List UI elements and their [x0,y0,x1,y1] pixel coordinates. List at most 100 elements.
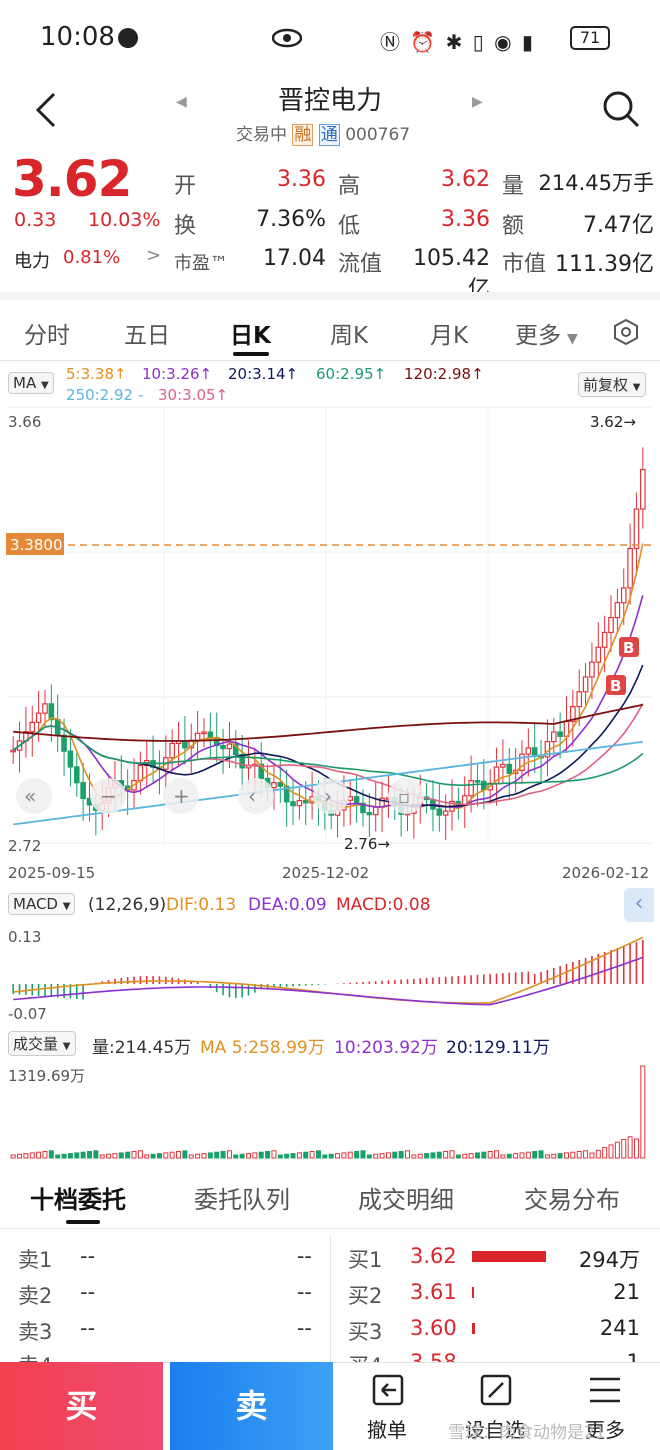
volume-bar [163,1152,169,1159]
tab-weekly-k[interactable]: 周K [330,323,369,349]
buy-signal-marker[interactable] [606,675,626,695]
collapse-panel-button[interactable]: ‹ [624,888,654,922]
volume-bar [341,1152,347,1159]
macd-dif: DIF:0.13 [166,895,237,915]
tab-daily-k[interactable]: 日K [230,323,271,349]
volume-bar [424,1153,430,1159]
sell-button[interactable]: 卖 [170,1362,333,1450]
volume-bar [602,1147,608,1159]
adjust-select[interactable]: 前复权 ▼ [578,372,646,397]
settings-icon[interactable] [612,318,640,346]
buy-signal-marker[interactable] [619,637,639,657]
badge-tong: 通 [318,124,340,146]
zoom-left-button[interactable] [16,778,52,814]
caret-down-icon: ▼ [62,901,71,912]
chevron-right-icon[interactable]: > [146,245,162,266]
ma-indicator-select[interactable]: MA ▼ [8,372,54,394]
candle-body [525,747,532,755]
ma250-value: 250:2.92 - [66,386,144,404]
scroll-left-button[interactable] [238,778,274,814]
vol-value: 214.45万手 [538,171,654,195]
kline-chart[interactable]: 3.3800 3.66 2.72 3.62→ 2.76→ B B « − + ‹… [0,405,660,885]
scroll-right-button[interactable] [313,778,349,814]
volume-bar [290,1153,296,1159]
volume-bar [195,1153,201,1159]
mcap-value: 111.39亿 [555,252,654,277]
divider [0,1228,660,1229]
volume-bar [557,1153,563,1159]
search-icon[interactable] [602,90,640,128]
volume-bar [525,1151,531,1159]
volume-bar [519,1152,525,1159]
sector-name[interactable]: 电力 [14,251,50,272]
candle-body [640,469,646,510]
volume-bar [74,1152,80,1159]
sector-pct[interactable]: 0.81% [63,247,121,268]
open-value: 3.36 [277,167,326,192]
zoom-in-button[interactable] [163,778,199,814]
volume-bar [144,1154,150,1159]
volume-bar [551,1153,557,1159]
candle-body [557,731,563,737]
buy-signal-label: B [623,639,634,657]
volume-bar [544,1154,550,1159]
volume-indicator-select[interactable]: 成交量 ▼ [8,1031,76,1056]
x-axis-date: 2026-02-12 [562,864,649,882]
buy-signal-label: B [610,677,621,695]
tab-intraday[interactable]: 分时 [24,323,70,349]
status-icons: Ⓝ ⏰ ✱ ▯ ◉ ▮ [380,30,535,54]
volume-bar [322,1154,328,1159]
volume-bar [608,1144,614,1159]
macd-indicator-select[interactable]: MACD ▼ [8,893,76,915]
back-icon[interactable] [34,92,58,128]
volume-bar [55,1154,61,1159]
volume-bar [354,1151,360,1159]
ma120-line [13,703,643,742]
volume-bar [583,1150,589,1159]
buy-button[interactable]: 买 [0,1362,163,1450]
macd-dea-line [13,956,644,1006]
volume-bar [595,1149,601,1159]
volume-ma5: MA 5:258.99万 [200,1038,325,1058]
macd-y-min: -0.07 [8,1005,47,1023]
candle-body [582,676,589,693]
float-label: 流值 [338,252,383,277]
cancel-order-button[interactable]: 撤单 [334,1362,440,1450]
status-time: 10:08 [40,22,115,52]
price-change-pct: 10.03% [88,209,161,231]
tab-distribution[interactable]: 交易分布 [524,1186,620,1214]
ma60-value: 60:2.95↑ [316,365,387,383]
prev-stock-icon[interactable]: ◀ [176,94,187,110]
candle-body [232,743,239,756]
add-watchlist-button[interactable]: 设自选 [440,1362,550,1450]
tab-indicator [233,352,269,356]
tab-five-day[interactable]: 五日 [124,323,170,349]
header: ◀ 晋控电力 ▶ 交易中 融 通 000767 [0,78,660,148]
zoom-out-button[interactable] [90,778,126,814]
low-value: 3.36 [441,207,490,232]
tab-queue[interactable]: 委托队列 [194,1186,290,1214]
macd-value: MACD:0.08 [336,895,431,915]
candle-body [550,731,557,743]
volume-bar [411,1154,417,1159]
next-stock-icon[interactable]: ▶ [472,94,483,110]
volume-bar [93,1150,99,1159]
tab-ten-level[interactable]: 十档委托 [30,1186,126,1214]
zoom-reset-button[interactable] [388,778,424,814]
volume-bar [532,1151,538,1159]
volume-bar [468,1153,474,1159]
volume-bars [10,1065,646,1159]
page-title: 晋控电力 [277,86,382,116]
candle-body [442,810,449,816]
cancel-label: 撤单 [367,1418,407,1442]
tab-more[interactable]: 更多 ▼ [515,316,578,350]
x-axis-date: 2025-12-02 [282,864,369,882]
candle-body [296,800,303,807]
ma5-value: 5:3.38↑ [66,365,127,383]
more-button[interactable]: 更多 [550,1362,660,1450]
caret-down-icon: ▼ [567,331,578,347]
tab-monthly-k[interactable]: 月K [430,323,469,349]
sell-level-volume: -- [296,1280,312,1304]
candle-body [633,508,640,550]
tab-trade-detail[interactable]: 成交明细 [358,1186,454,1214]
